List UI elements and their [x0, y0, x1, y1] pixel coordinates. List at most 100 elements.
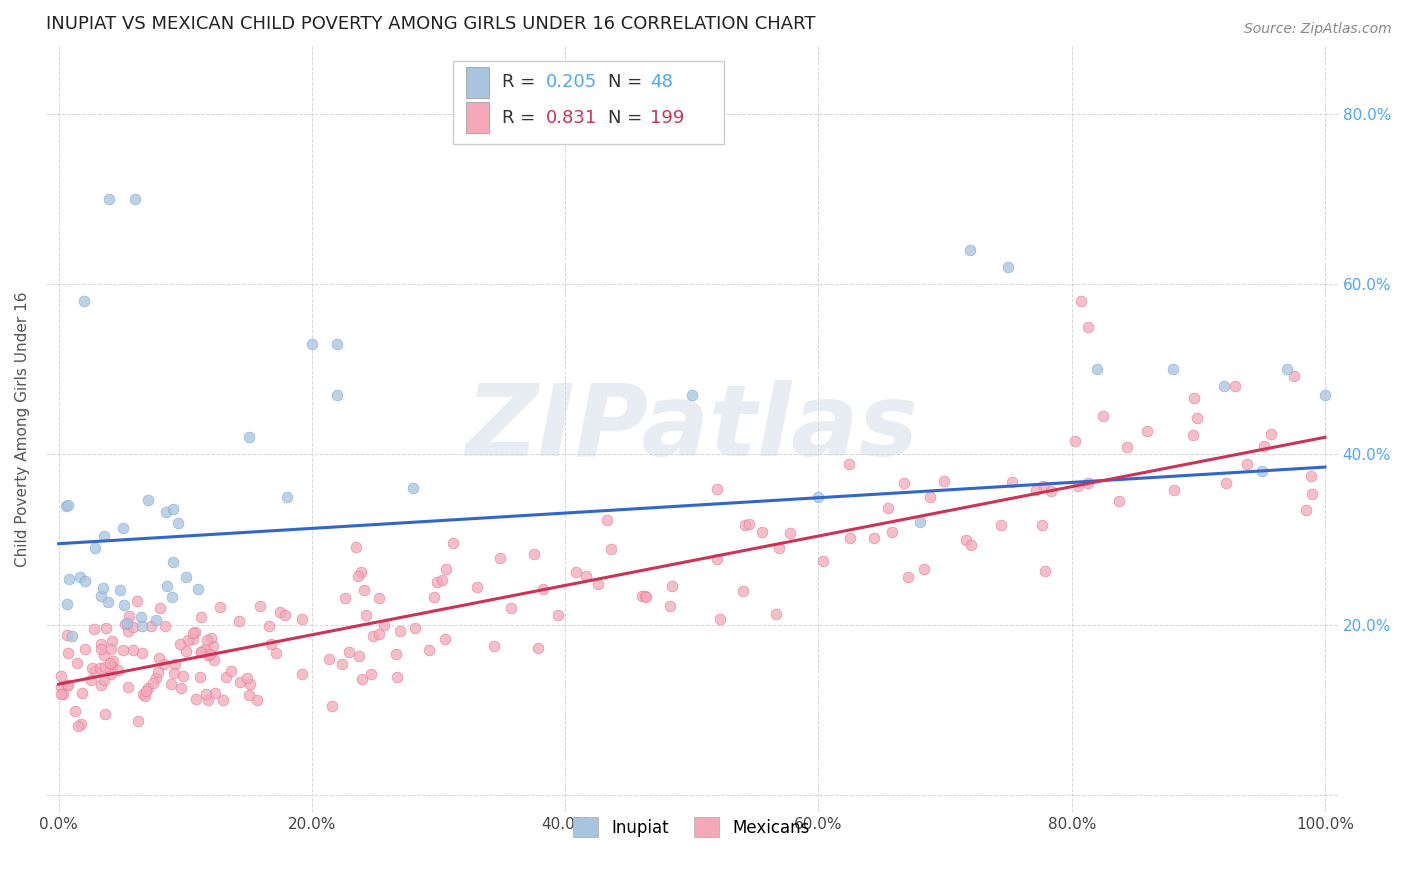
Point [160, 590, 183, 604]
Point [838, 457, 860, 471]
Point [1182, 391, 1205, 405]
Point [586, 576, 609, 591]
Point [1115, 440, 1137, 454]
Point [636, 590, 658, 604]
Point [58, 646, 80, 660]
Point [169, 637, 191, 651]
Point [269, 605, 291, 619]
Point [356, 608, 378, 623]
Point [1077, 319, 1099, 334]
Point [98, 192, 121, 206]
Point [56, 597, 79, 611]
Point [204, 686, 226, 700]
Point [350, 672, 373, 686]
FancyBboxPatch shape [465, 67, 489, 98]
Point [181, 632, 204, 647]
Point [547, 608, 569, 623]
Point [877, 500, 900, 515]
Point [1070, 294, 1092, 309]
Point [1215, 475, 1237, 490]
Text: N =: N = [607, 73, 643, 92]
Point [402, 481, 425, 495]
Point [100, 641, 122, 656]
Point [1066, 479, 1088, 493]
Point [1031, 517, 1053, 532]
Point [709, 611, 731, 625]
Point [1236, 458, 1258, 472]
Point [127, 594, 149, 608]
Point [373, 618, 395, 632]
Point [434, 632, 457, 646]
Point [90, 590, 112, 604]
Point [239, 676, 262, 690]
Point [69, 570, 91, 584]
Point [368, 626, 391, 640]
Point [188, 670, 211, 684]
Point [114, 617, 136, 632]
Point [838, 531, 860, 545]
Point [90, 677, 112, 691]
Point [404, 621, 426, 635]
Point [156, 579, 179, 593]
Point [465, 580, 488, 594]
Point [863, 531, 886, 545]
Point [301, 336, 323, 351]
Point [145, 613, 167, 627]
Point [706, 552, 728, 566]
Point [100, 667, 122, 681]
Point [190, 645, 212, 659]
Point [918, 490, 941, 504]
Point [91, 582, 114, 596]
Point [1161, 362, 1184, 376]
Point [350, 565, 373, 579]
Point [160, 677, 183, 691]
Point [912, 562, 935, 576]
Point [1182, 427, 1205, 442]
Point [565, 565, 588, 579]
Point [659, 599, 682, 613]
Point [72, 686, 94, 700]
Point [90, 637, 112, 651]
Point [117, 624, 139, 639]
Point [190, 610, 212, 624]
Point [56, 678, 79, 692]
Point [418, 643, 440, 657]
Point [155, 505, 177, 519]
Text: INUPIAT VS MEXICAN CHILD POVERTY AMONG GIRLS UNDER 16 CORRELATION CHART: INUPIAT VS MEXICAN CHILD POVERTY AMONG G… [46, 15, 815, 33]
Point [765, 607, 787, 621]
Point [321, 699, 343, 714]
Point [347, 568, 370, 582]
Point [118, 609, 141, 624]
Point [1108, 494, 1130, 508]
Point [139, 619, 162, 633]
Point [194, 687, 217, 701]
Point [385, 647, 408, 661]
Point [197, 648, 219, 662]
Point [67, 719, 90, 733]
Point [1163, 483, 1185, 497]
Point [84, 541, 107, 556]
Point [1025, 483, 1047, 497]
Point [335, 591, 357, 606]
Point [177, 633, 200, 648]
Point [228, 614, 250, 628]
Point [276, 490, 298, 504]
Point [117, 615, 139, 630]
Y-axis label: Child Poverty Among Girls Under 16: Child Poverty Among Girls Under 16 [15, 291, 30, 566]
Point [326, 388, 349, 402]
Point [122, 642, 145, 657]
Point [1033, 564, 1056, 578]
Point [1077, 476, 1099, 491]
Point [360, 667, 382, 681]
Point [183, 625, 205, 640]
Point [959, 538, 981, 552]
Point [1031, 478, 1053, 492]
Point [347, 648, 370, 663]
Point [167, 516, 190, 530]
Point [55, 499, 77, 513]
Point [215, 671, 238, 685]
Point [111, 521, 134, 535]
Point [112, 643, 135, 657]
Point [318, 652, 340, 666]
Point [990, 517, 1012, 532]
